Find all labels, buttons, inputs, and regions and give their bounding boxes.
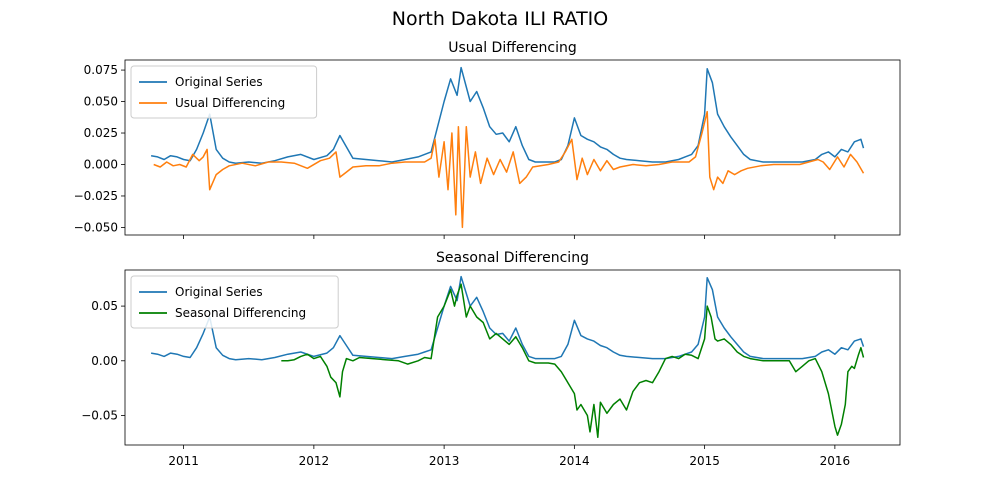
series-line-original-series bbox=[150, 66, 865, 164]
y-tick-label: 0.05 bbox=[91, 299, 118, 313]
y-tick-label: 0.000 bbox=[84, 157, 118, 171]
series-line-original-series bbox=[150, 275, 865, 361]
legend-box bbox=[130, 65, 318, 119]
y-tick-label: 0.050 bbox=[84, 95, 118, 109]
figure-title: North Dakota ILI RATIO bbox=[392, 8, 609, 30]
y-tick-label: −0.025 bbox=[74, 189, 118, 203]
axes-title: Seasonal Differencing bbox=[436, 250, 589, 266]
legend: Original Series Usual Differencing bbox=[130, 65, 318, 119]
panel-seasonal-differencing: Seasonal Differencing −0.05 0.00 0.05 2011 20… bbox=[81, 250, 901, 468]
axes-frame bbox=[124, 59, 901, 236]
x-tick-label: 2013 bbox=[429, 454, 460, 468]
panel-usual-differencing: Usual Differencing −0.050 −0.025 0.000 0.025… bbox=[74, 40, 901, 239]
legend-label: Original Series bbox=[175, 285, 263, 299]
legend-box bbox=[130, 275, 339, 329]
axes-frame bbox=[124, 269, 901, 446]
legend-label: Usual Differencing bbox=[175, 96, 285, 110]
legend: Original Series Seasonal Differencing bbox=[130, 275, 339, 329]
x-tick-label: 2011 bbox=[168, 454, 199, 468]
y-tick-label: 0.00 bbox=[91, 354, 118, 368]
x-tick-label: 2012 bbox=[299, 454, 330, 468]
x-tick-label: 2016 bbox=[820, 454, 851, 468]
x-tick-label: 2015 bbox=[689, 454, 720, 468]
axes-title: Usual Differencing bbox=[448, 40, 577, 56]
legend-label: Original Series bbox=[175, 75, 263, 89]
series-line-seasonal-differencing bbox=[281, 283, 865, 439]
legend-label: Seasonal Differencing bbox=[175, 306, 306, 320]
y-tick-label: 0.075 bbox=[84, 63, 118, 77]
y-tick-label: −0.05 bbox=[81, 408, 118, 422]
y-tick-label: −0.050 bbox=[74, 220, 118, 234]
series-line-usual-differencing bbox=[153, 110, 865, 229]
x-tick-label: 2014 bbox=[559, 454, 590, 468]
y-tick-label: 0.025 bbox=[84, 126, 118, 140]
